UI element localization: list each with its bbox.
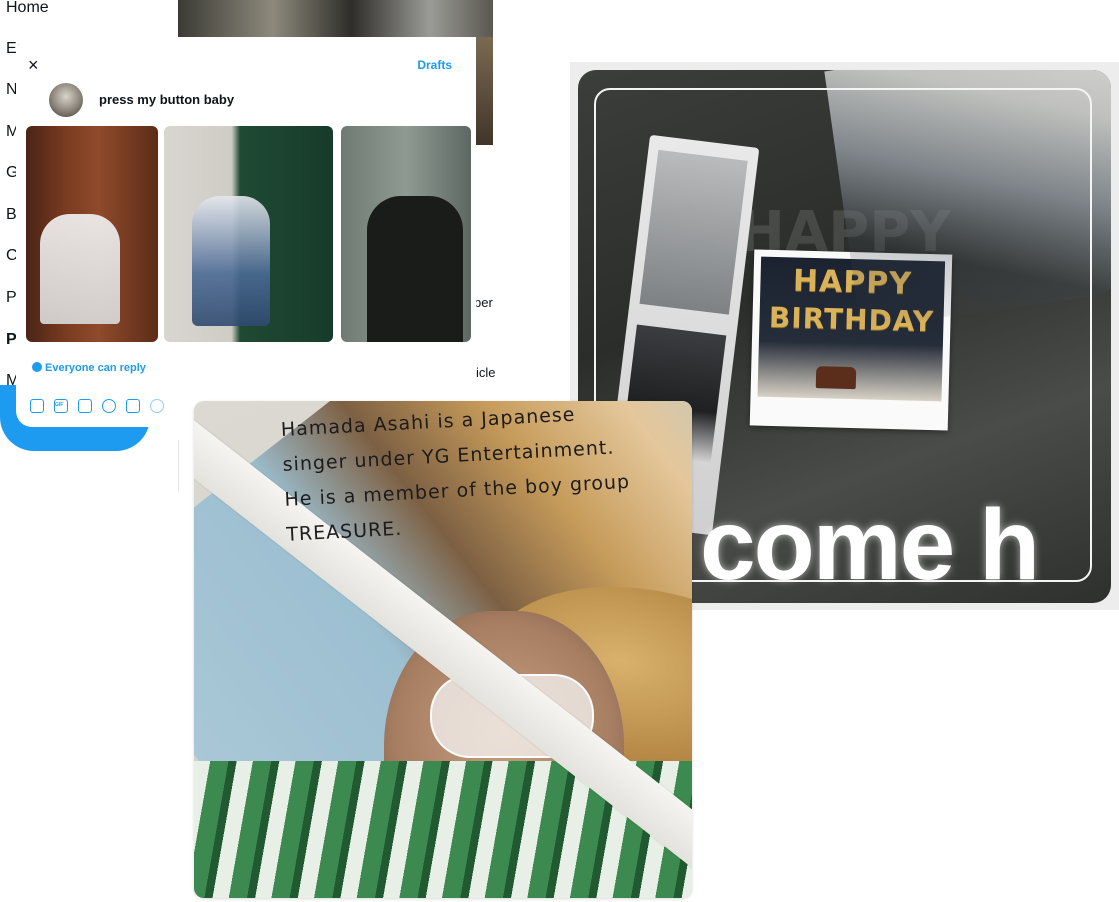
media-attachment-2[interactable] [164, 126, 333, 342]
background-divider [178, 440, 179, 492]
close-icon[interactable]: × [28, 55, 39, 75]
reply-setting-label: Everyone can reply [45, 362, 146, 374]
emoji-icon[interactable] [102, 399, 116, 413]
media-attachment-1[interactable] [26, 126, 158, 342]
compose-modal: × Drafts press my button baby Everyone c… [16, 37, 476, 427]
avatar[interactable] [49, 83, 83, 117]
gif-icon[interactable] [54, 399, 68, 413]
sidebar-item-premium[interactable]: P [6, 289, 17, 306]
background-photo-edge [476, 37, 493, 145]
note-card-image: Hamada Asahi is a Japanese singer under … [194, 401, 692, 898]
sidebar-item-messages[interactable]: M [6, 123, 20, 140]
sidebar-item-profile[interactable]: P [6, 331, 17, 348]
schedule-icon[interactable] [126, 399, 140, 413]
media-attachment-3[interactable] [341, 126, 471, 342]
sidebar-item-bookmarks[interactable]: B [6, 206, 17, 223]
background-photo [178, 0, 493, 37]
location-icon[interactable] [150, 399, 164, 413]
sidebar-item-notifications[interactable]: N [6, 81, 18, 98]
image-icon[interactable] [30, 399, 44, 413]
tweet-text[interactable]: press my button baby [99, 92, 235, 107]
sidebar-item-home[interactable]: Home [6, 0, 49, 16]
drafts-button[interactable]: Drafts [417, 58, 452, 72]
sidebar-item-grok[interactable]: G [6, 164, 19, 181]
sidebar-item-communities[interactable]: C [6, 247, 18, 264]
compose-toolbar [30, 399, 164, 413]
background-text: ber [474, 295, 493, 310]
collage-background: HAPPY HAPPY BIRTHDAY come h [578, 70, 1111, 603]
reply-setting-button[interactable]: Everyone can reply [32, 362, 146, 374]
globe-icon [32, 362, 42, 372]
background-text: icle [476, 365, 496, 380]
sidebar-item-more[interactable]: M [6, 372, 20, 389]
collage-frame [594, 88, 1092, 582]
birthday-collage-image: HAPPY HAPPY BIRTHDAY come h [570, 62, 1119, 610]
overlay-text: come h [700, 489, 1040, 601]
poll-icon[interactable] [78, 399, 92, 413]
handwritten-note: Hamada Asahi is a Japanese singer under … [280, 401, 687, 553]
